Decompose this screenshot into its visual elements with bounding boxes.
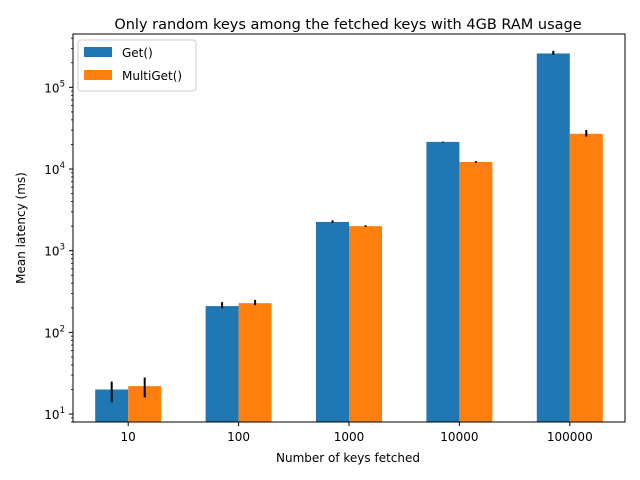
- bars-group: [95, 53, 603, 423]
- bar-multiget-1000: [349, 226, 382, 422]
- x-tick-label: 100: [227, 430, 250, 444]
- bar-get-100000: [536, 53, 570, 423]
- chart-title: Only random keys among the fetched keys …: [114, 17, 581, 33]
- bar-get-1000: [316, 221, 349, 422]
- legend: Get() MultiGet(): [77, 39, 197, 92]
- y-tick-label: 105: [44, 79, 65, 95]
- legend-label-get: Get(): [122, 46, 153, 60]
- y-tick-label: 103: [44, 243, 65, 259]
- bar-multiget-100: [238, 303, 272, 422]
- x-tick-label: 100000: [547, 430, 593, 444]
- x-axis-ticks: 10 100 1000 10000 100000: [121, 422, 593, 444]
- x-axis-label: Number of keys fetched: [276, 451, 420, 465]
- legend-label-multiget: MultiGet(): [122, 69, 182, 83]
- y-axis-ticks: 101 102 103 104 105: [44, 37, 73, 423]
- bar-get-10000: [426, 141, 460, 422]
- x-tick-label: 10000: [440, 430, 478, 444]
- bar-multiget-100000: [569, 133, 603, 423]
- bar-multiget-10000: [459, 161, 493, 422]
- y-tick-label: 102: [44, 324, 65, 340]
- y-tick-label: 104: [44, 161, 65, 177]
- error-bars-group: [110, 50, 588, 403]
- legend-swatch-get: [84, 47, 112, 57]
- x-tick-label: 10: [121, 430, 136, 444]
- y-tick-label: 101: [44, 406, 65, 422]
- x-tick-label: 1000: [334, 430, 365, 444]
- legend-swatch-multiget: [84, 70, 112, 80]
- bar-get-100: [205, 306, 239, 422]
- y-axis-label: Mean latency (ms): [14, 172, 28, 284]
